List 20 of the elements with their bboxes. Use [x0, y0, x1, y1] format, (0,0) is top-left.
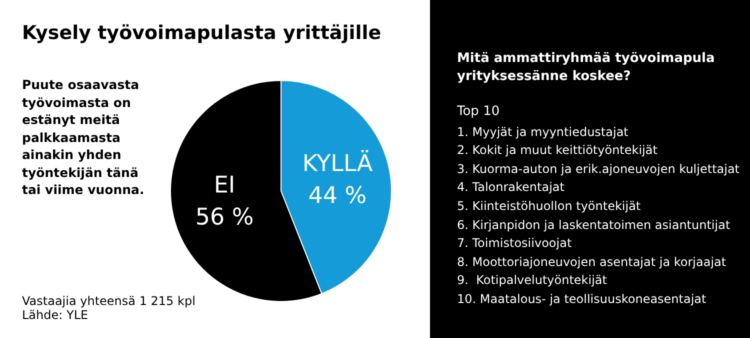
slice-label: EI: [214, 172, 236, 199]
data-label: 56 %: [195, 204, 254, 231]
text: Mitä ammattiryhmää työvoimapula yrityksessänne koskee?: [457, 50, 716, 86]
text: 7. Toimistosiivoojat: [457, 236, 572, 250]
text: 8. Moottoriajoneuvojen asentajat ja korjaajat: [457, 254, 726, 269]
chart-title: Kysely työvoimapulasta yrittäjille: [22, 22, 382, 44]
text: 4. Talonrakentajat: [457, 180, 564, 194]
text: 9. Kotipalvelutyöntekijät: [457, 273, 607, 288]
text: Puute osaavasta työvoimasta on estänyt meitä palkkaamasta ainakin yhden työntekijän tänä tai viime vuonna.: [22, 76, 146, 198]
text: Top 10: [457, 104, 500, 119]
text: Vastaajia yhteensä 1 215 kpl: [22, 294, 196, 308]
text: 1. Myyjät ja myyntiedustajat: [457, 124, 628, 139]
text: 6. Kirjanpidon ja laskentatoimen asiantuntijat: [457, 218, 730, 232]
text: Lähde: YLE: [22, 308, 88, 322]
slice-label: KYLLÄ: [302, 150, 373, 178]
text: 2. Kokit ja muut keittiötyöntekijät: [457, 143, 658, 158]
data-label: 44 %: [308, 183, 367, 210]
text: 3. Kuorma-auton ja erik.ajoneuvojen kuljettajat: [457, 162, 740, 176]
text: 5. Kiinteistöhuollon työntekijät: [457, 199, 641, 213]
text: 10. Maatalous- ja teollisuuskoneasentajat: [457, 292, 706, 306]
